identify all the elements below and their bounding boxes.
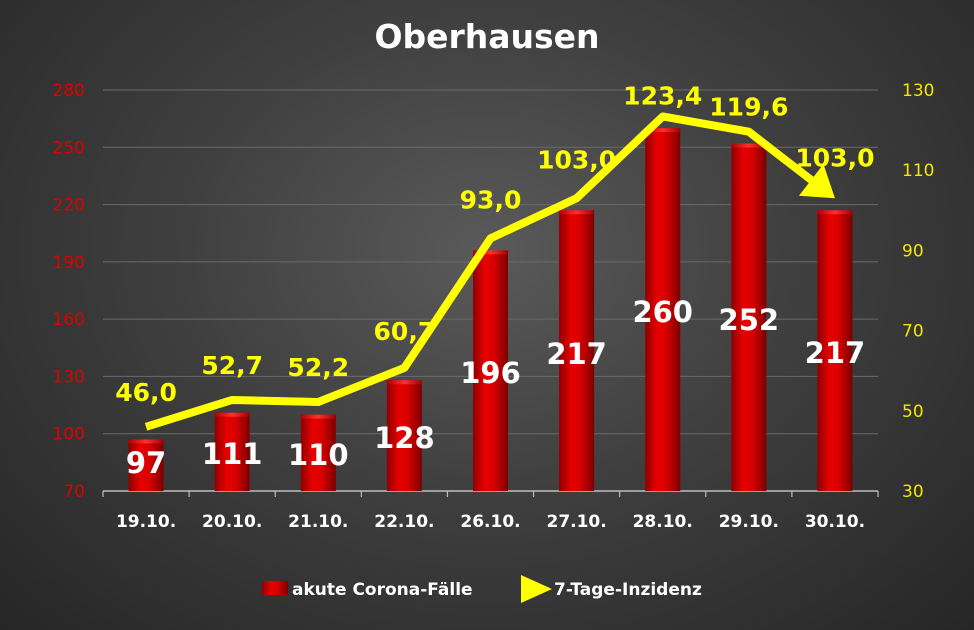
x-tick-label: 22.10. [374,512,434,532]
line-series [144,112,836,431]
y-left-tick-label: 190 [53,253,85,273]
bar-data-label: 128 [374,421,435,455]
bar-data-label: 97 [126,446,166,480]
x-tick-label: 26.10. [460,512,520,532]
bar [645,128,681,491]
bar [817,210,853,492]
bar [473,250,508,491]
line-data-label: 60,7 [374,317,436,346]
bar-data-label: 110 [288,438,349,472]
line-data-label: 93,0 [460,185,522,214]
legend: akute Corona-Fälle 7-Tage-Inzidenz [262,575,702,603]
bar-data-label: 217 [546,337,607,371]
x-tick-label: 29.10. [719,512,779,532]
y-right-tick-label: 70 [902,322,924,342]
line-data-label: 103,0 [537,145,616,174]
y-left-tick-label: 100 [53,425,85,445]
bar-cap [473,250,508,255]
line-data-label: 119,6 [709,93,788,122]
line-data-label: 52,7 [201,351,263,380]
line-data-label: 46,0 [115,378,177,407]
line-data-label: 52,2 [287,353,349,382]
y-left-tick-label: 220 [53,196,85,216]
line-data-label: 123,4 [623,81,702,110]
bar-data-label: 196 [460,356,521,390]
y-right-tick-label: 30 [902,482,924,502]
bar [128,439,164,491]
y-right-tick-label: 110 [902,161,934,181]
x-tick-label: 20.10. [202,512,262,532]
legend-label-bar: akute Corona-Fälle [292,580,473,600]
bar [300,414,336,491]
bar-cap [559,210,595,215]
bar [214,412,250,491]
y-right-tick-label: 130 [902,81,934,101]
x-tick-label: 28.10. [633,512,693,532]
bar-cap [731,143,767,148]
y-left-tick-label: 250 [53,138,85,158]
line-data-label: 103,0 [795,143,874,172]
y-left-tick-label: 280 [53,81,85,101]
chart-title: Oberhausen [374,17,599,56]
bar-cap [214,412,250,417]
x-tick-label: 19.10. [116,512,176,532]
x-tick-label: 30.10. [805,512,865,532]
bar-data-label: 111 [202,437,263,471]
axes: 70 100 130 160 190 220 250 280 30 50 70 90 110 130 19.… [53,81,935,532]
bar [386,380,422,491]
bar-data-label: 260 [632,295,693,329]
y-right-tick-label: 90 [902,241,924,261]
bar-cap [645,128,681,133]
bar-data-label: 252 [719,303,780,337]
bar-data-label: 217 [805,336,866,370]
y-right-tick-label: 50 [902,402,924,422]
line-arrowhead [798,164,835,199]
bar-cap [386,380,422,385]
y-left-tick-label: 70 [63,482,85,502]
x-tick-label: 21.10. [288,512,348,532]
bar [559,210,595,492]
bar-cap [300,414,336,419]
bar [731,143,767,491]
legend-label-line: 7-Tage-Inzidenz [554,580,702,600]
bar-cap [817,210,853,215]
legend-swatch-line [521,575,552,603]
legend-swatch-bar [262,581,288,595]
y-left-tick-label: 130 [53,367,85,387]
bar-series [128,128,853,492]
x-tick-label: 27.10. [546,512,606,532]
bar-cap [128,439,164,444]
y-left-tick-label: 160 [53,310,85,330]
